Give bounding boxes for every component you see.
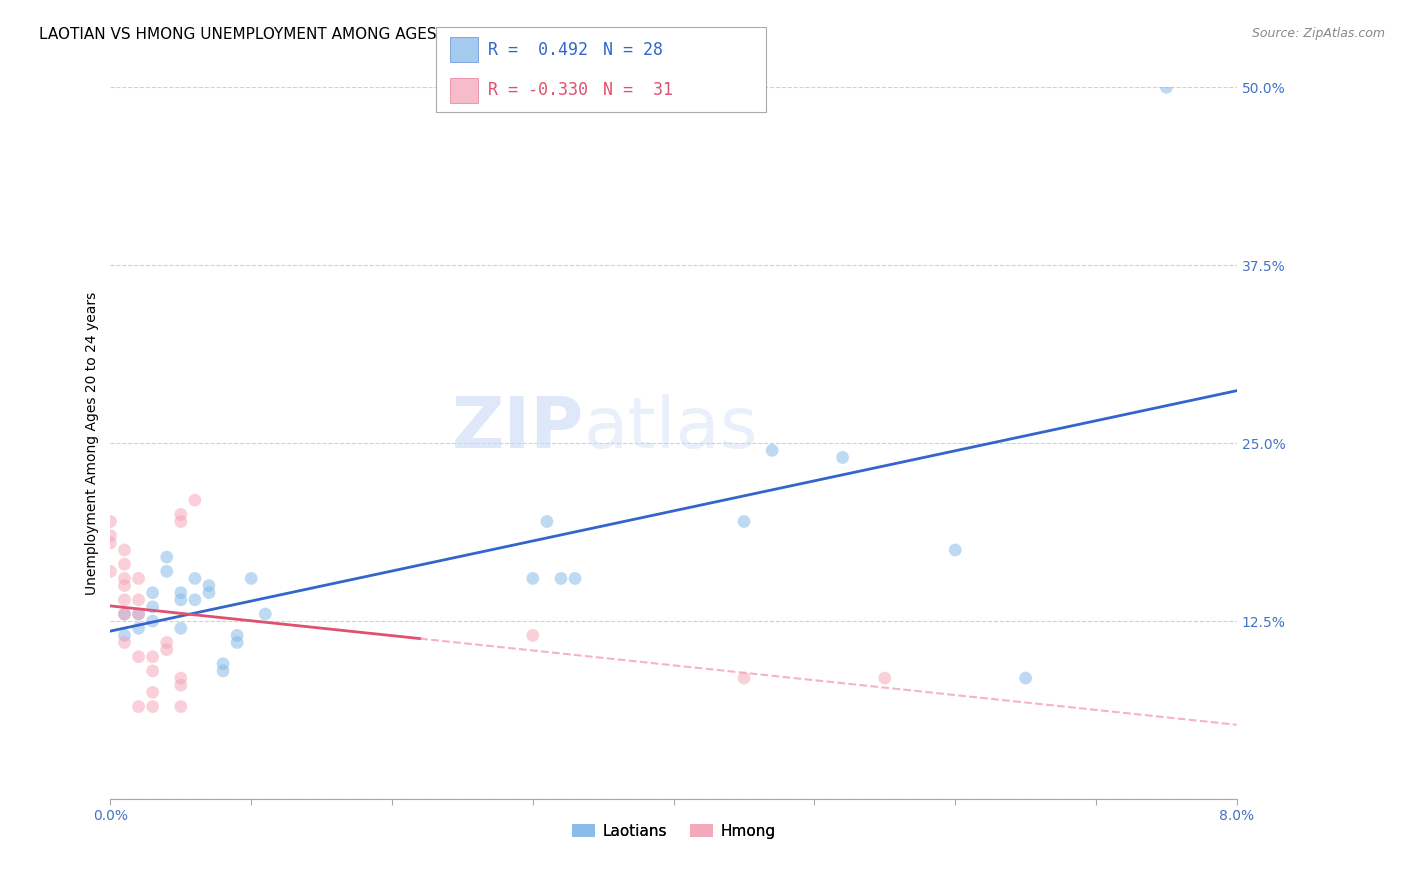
Point [142,585,165,599]
Text: R =  0.492: R = 0.492 [488,40,588,59]
Point [114,628,136,642]
Point [114,543,136,558]
Point [128,592,150,607]
Text: Source: ZipAtlas.com: Source: ZipAtlas.com [1251,27,1385,40]
Point [170,508,193,522]
Text: ZIP: ZIP [451,394,583,464]
Point [100,565,122,579]
Point [943,543,966,558]
Point [184,592,207,607]
Point [156,565,179,579]
Point [212,664,235,678]
Point [128,571,150,585]
Legend: Laotians, Hmong: Laotians, Hmong [565,817,782,845]
Point [184,493,207,508]
Point [100,515,122,529]
Point [142,685,165,699]
Point [142,699,165,714]
Point [156,635,179,649]
Point [170,621,193,635]
Point [128,621,150,635]
Point [170,592,193,607]
Point [873,671,896,685]
Point [142,599,165,614]
Point [156,642,179,657]
Point [114,607,136,621]
Point [184,571,207,585]
Point [170,671,193,685]
Point [170,515,193,529]
Text: N =  31: N = 31 [603,81,673,99]
Y-axis label: Unemployment Among Ages 20 to 24 years: Unemployment Among Ages 20 to 24 years [86,292,100,595]
Text: R = -0.330: R = -0.330 [488,81,588,99]
Point [198,585,221,599]
Point [100,529,122,543]
Point [733,671,755,685]
Point [142,664,165,678]
Point [226,628,249,642]
Point [522,628,544,642]
Text: N = 28: N = 28 [603,40,664,59]
Point [212,657,235,671]
Point [170,699,193,714]
Point [761,443,783,458]
Point [1156,80,1178,95]
Point [128,607,150,621]
Point [114,592,136,607]
Point [226,635,249,649]
Text: atlas: atlas [583,394,758,464]
Point [733,515,755,529]
Point [1014,671,1036,685]
Point [114,558,136,572]
Point [114,571,136,585]
Point [142,614,165,628]
Point [142,649,165,664]
Point [522,571,544,585]
Point [114,578,136,592]
Point [128,607,150,621]
Text: LAOTIAN VS HMONG UNEMPLOYMENT AMONG AGES 20 TO 24 YEARS CORRELATION CHART: LAOTIAN VS HMONG UNEMPLOYMENT AMONG AGES… [39,27,735,42]
Point [114,635,136,649]
Point [254,607,277,621]
Point [170,585,193,599]
Point [831,450,853,465]
Point [536,515,558,529]
Point [170,678,193,692]
Point [100,536,122,550]
Point [198,578,221,592]
Point [564,571,586,585]
Point [156,550,179,565]
Point [114,607,136,621]
Point [550,571,572,585]
Point [240,571,263,585]
Point [128,699,150,714]
Point [128,649,150,664]
